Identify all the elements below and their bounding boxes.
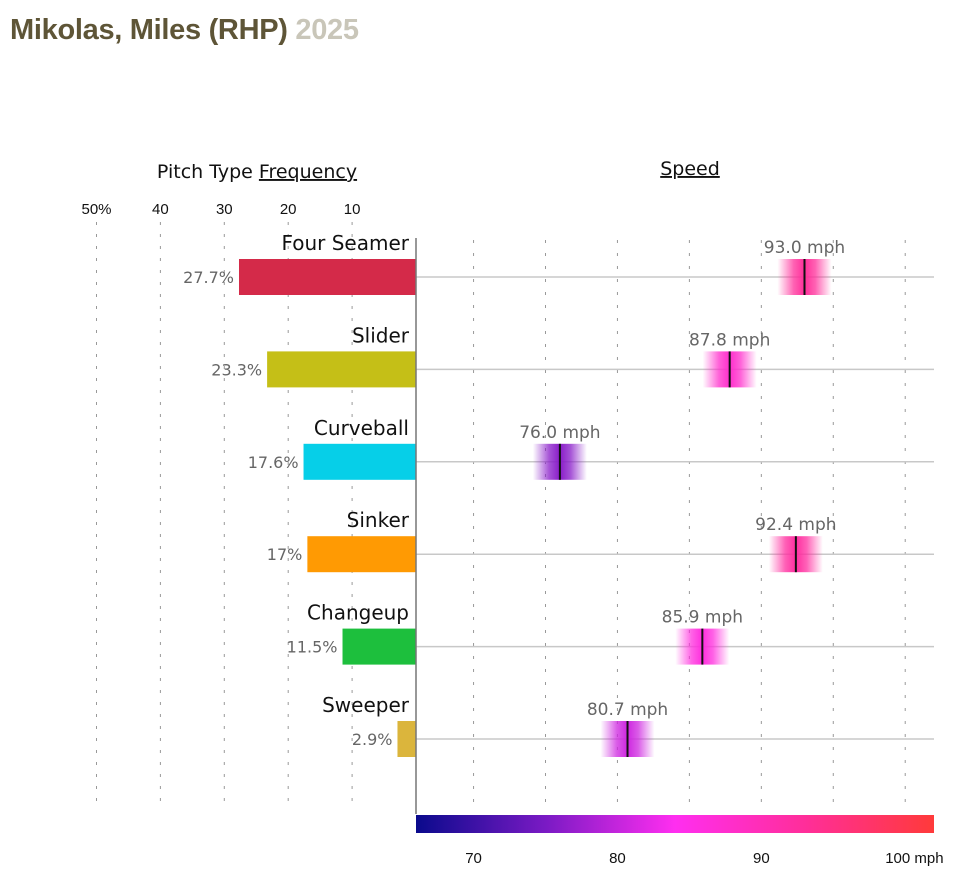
frequency-bar [307,536,416,573]
pitch-row: Changeup 11.5% 85.9 mph [287,601,934,665]
frequency-bar [303,443,416,480]
page-title: Mikolas, Miles (RHP) 2025 [10,14,359,47]
frequency-tick-label: 10 [344,201,361,218]
player-name: Mikolas, Miles (RHP) [10,14,288,46]
frequency-tick-label: 50% [81,201,111,218]
pitch-row: Slider 23.3% 87.8 mph [211,323,934,388]
speed-tick-label: 100 mph [885,850,943,867]
pitch-row: Sinker 17% 92.4 mph [267,508,934,573]
frequency-bar [267,351,416,388]
frequency-title-underlined: Frequency [259,161,357,183]
speed-value-label: 87.8 mph [689,330,770,350]
frequency-value-label: 2.9% [352,730,393,749]
frequency-tick-label: 40 [152,201,169,218]
speed-value-label: 85.9 mph [662,608,743,628]
frequency-panel-title: Pitch Type Frequency [157,161,357,183]
speed-value-label: 80.7 mph [587,700,668,720]
season-year: 2025 [295,14,359,46]
speed-value-label: 92.4 mph [755,515,836,535]
pitch-row: Sweeper 2.9% 80.7 mph [322,693,934,757]
frequency-bar [342,628,416,665]
frequency-bar [397,721,416,757]
speed-tick-label: 80 [609,850,626,867]
frequency-tick-label: 30 [216,201,233,218]
frequency-value-label: 27.7% [183,268,234,287]
pitch-name: Curveball [314,416,409,440]
frequency-tick-label: 20 [280,201,297,218]
pitch-row: Curveball 17.6% 76.0 mph [248,416,934,480]
pitch-name: Sweeper [322,693,410,717]
pitch-name: Slider [352,323,410,347]
speed-tick-label: 90 [753,850,770,867]
pitch-name: Changeup [307,601,409,625]
frequency-bar [238,259,416,295]
frequency-value-label: 23.3% [211,360,262,379]
speed-colorbar [416,815,934,833]
speed-tick-label: 70 [465,850,482,867]
speed-panel-title: Speed [660,158,720,180]
speed-value-label: 93.0 mph [764,238,845,258]
pitch-name: Sinker [347,508,410,532]
pitch-name: Four Seamer [281,231,409,255]
speed-value-label: 76.0 mph [519,423,600,443]
frequency-value-label: 11.5% [287,638,338,657]
pitch-row: Four Seamer 27.7% 93.0 mph [183,231,934,295]
frequency-value-label: 17% [267,545,303,564]
frequency-value-label: 17.6% [248,453,299,472]
